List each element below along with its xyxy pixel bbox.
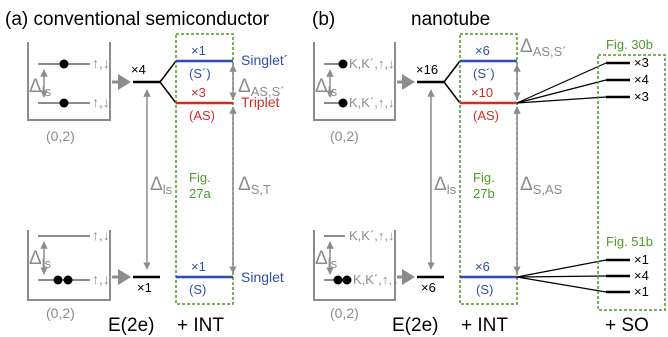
so-label: + SO	[605, 315, 649, 336]
so-box	[597, 54, 666, 311]
figure-ref: Fig.	[189, 170, 211, 185]
multiplicity-label: ×3	[634, 55, 649, 70]
e2e-label: E(2e)	[108, 315, 154, 336]
symmetry-label: (AS)	[473, 108, 499, 123]
symmetry-label: (S)	[476, 282, 493, 297]
state-name: Singlet´	[241, 52, 288, 68]
multiplicity-label: ×6	[475, 259, 490, 274]
delta-s-t-label: ΔS,T	[238, 174, 271, 197]
multiplicity-label: ×1	[191, 43, 206, 58]
transfer-arrow	[397, 74, 415, 90]
occupation-label: (0,2)	[330, 305, 359, 321]
symmetry-label: (S´)	[189, 66, 211, 81]
electron-dot	[53, 275, 63, 285]
spin-label: K,K´,↑,↓	[349, 95, 395, 110]
delta-as-s-label: ΔAS,S´	[238, 76, 285, 99]
spin-label: ↑,↓	[92, 55, 110, 71]
spin-label: ↑,↓	[92, 271, 110, 287]
symmetry-label: (S´)	[473, 66, 495, 81]
multiplicity-label: ×16	[416, 62, 438, 77]
electron-dot	[338, 59, 348, 69]
multiplicity-label: ×6	[475, 43, 490, 58]
figure-ref: 27b	[473, 186, 495, 201]
splitting-line	[159, 60, 177, 83]
transfer-arrow	[112, 269, 131, 285]
splitting-line	[159, 81, 177, 104]
delta-ls-label: Δls	[29, 248, 52, 271]
multiplicity-label: ×1	[137, 280, 152, 295]
delta-ls-label: Δls	[434, 174, 457, 197]
spin-label: K,K´,↑,↓	[349, 228, 395, 243]
so-splitting-upper	[516, 62, 607, 104]
spin-label: ↑,↓	[92, 227, 110, 243]
spin-label: K,K´,↑,↓	[349, 56, 395, 71]
so-splitting-lower	[516, 259, 607, 293]
panel-b-subtitle: nanotube	[411, 9, 490, 30]
electron-dot	[63, 275, 73, 285]
multiplicity-label: ×6	[421, 280, 436, 295]
panel-b-lower-box: Δls K,K´,↑,↓ K,K´,↑,↓	[313, 228, 399, 301]
state-name: Triplet	[241, 94, 279, 110]
panel-a-upper-box: Δls ↑,↓ ↑,↓	[27, 42, 111, 121]
multiplicity-label: ×1	[634, 252, 649, 267]
multiplicity-label: ×4	[634, 72, 649, 87]
transfer-arrow	[397, 269, 415, 285]
delta-ls-label: Δls	[315, 76, 338, 99]
multiplicity-label: ×1	[191, 259, 206, 274]
occupation-label: (0,2)	[46, 128, 75, 144]
delta-s-as-label: ΔS,AS	[520, 174, 563, 197]
figure-ref: Fig. 30b	[606, 37, 653, 52]
multiplicity-label: ×1	[634, 284, 649, 299]
e2e-label: E(2e)	[392, 315, 438, 336]
splitting-line	[443, 60, 461, 83]
multiplicity-label: ×3	[634, 89, 649, 104]
delta-as-s-label: ΔAS,S´	[520, 36, 567, 59]
spin-label: ↑,↓	[92, 94, 110, 110]
figure-ref: Fig.	[473, 170, 495, 185]
symmetry-label: (S)	[189, 282, 206, 297]
electron-dot	[342, 275, 352, 285]
multiplicity-label: ×4	[131, 62, 146, 77]
multiplicity-label: ×4	[634, 268, 649, 283]
panel-b-title: (b)	[312, 9, 335, 30]
electron-dot	[333, 275, 343, 285]
spin-label: K,K´,↑,↓	[353, 272, 399, 287]
occupation-label: (0,2)	[46, 305, 75, 321]
electron-dot	[338, 98, 348, 108]
occupation-label: (0,2)	[330, 128, 359, 144]
figure-ref: Fig. 51b	[606, 234, 653, 249]
delta-ls-label: Δls	[150, 174, 173, 197]
figure-ref: 27a	[189, 186, 211, 201]
delta-ls-label: Δls	[29, 76, 52, 99]
symmetry-label: (AS)	[189, 108, 215, 123]
transfer-arrow	[112, 74, 131, 90]
panel-b-upper-box: Δls K,K´,↑,↓ K,K´,↑,↓	[313, 42, 396, 121]
delta-ls-label: Δls	[315, 248, 338, 271]
splitting-line	[443, 81, 461, 104]
multiplicity-label: ×10	[471, 85, 493, 100]
panel-a-title: (a) conventional semiconductor	[5, 9, 270, 30]
multiplicity-label: ×3	[191, 85, 206, 100]
state-name: Singlet	[241, 269, 284, 285]
panel-a-lower-box: Δls ↑,↓ ↑,↓	[27, 227, 111, 301]
int-label: + INT	[461, 315, 508, 336]
electron-dot	[59, 59, 69, 69]
electron-dot	[59, 98, 69, 108]
int-label: + INT	[177, 315, 224, 336]
